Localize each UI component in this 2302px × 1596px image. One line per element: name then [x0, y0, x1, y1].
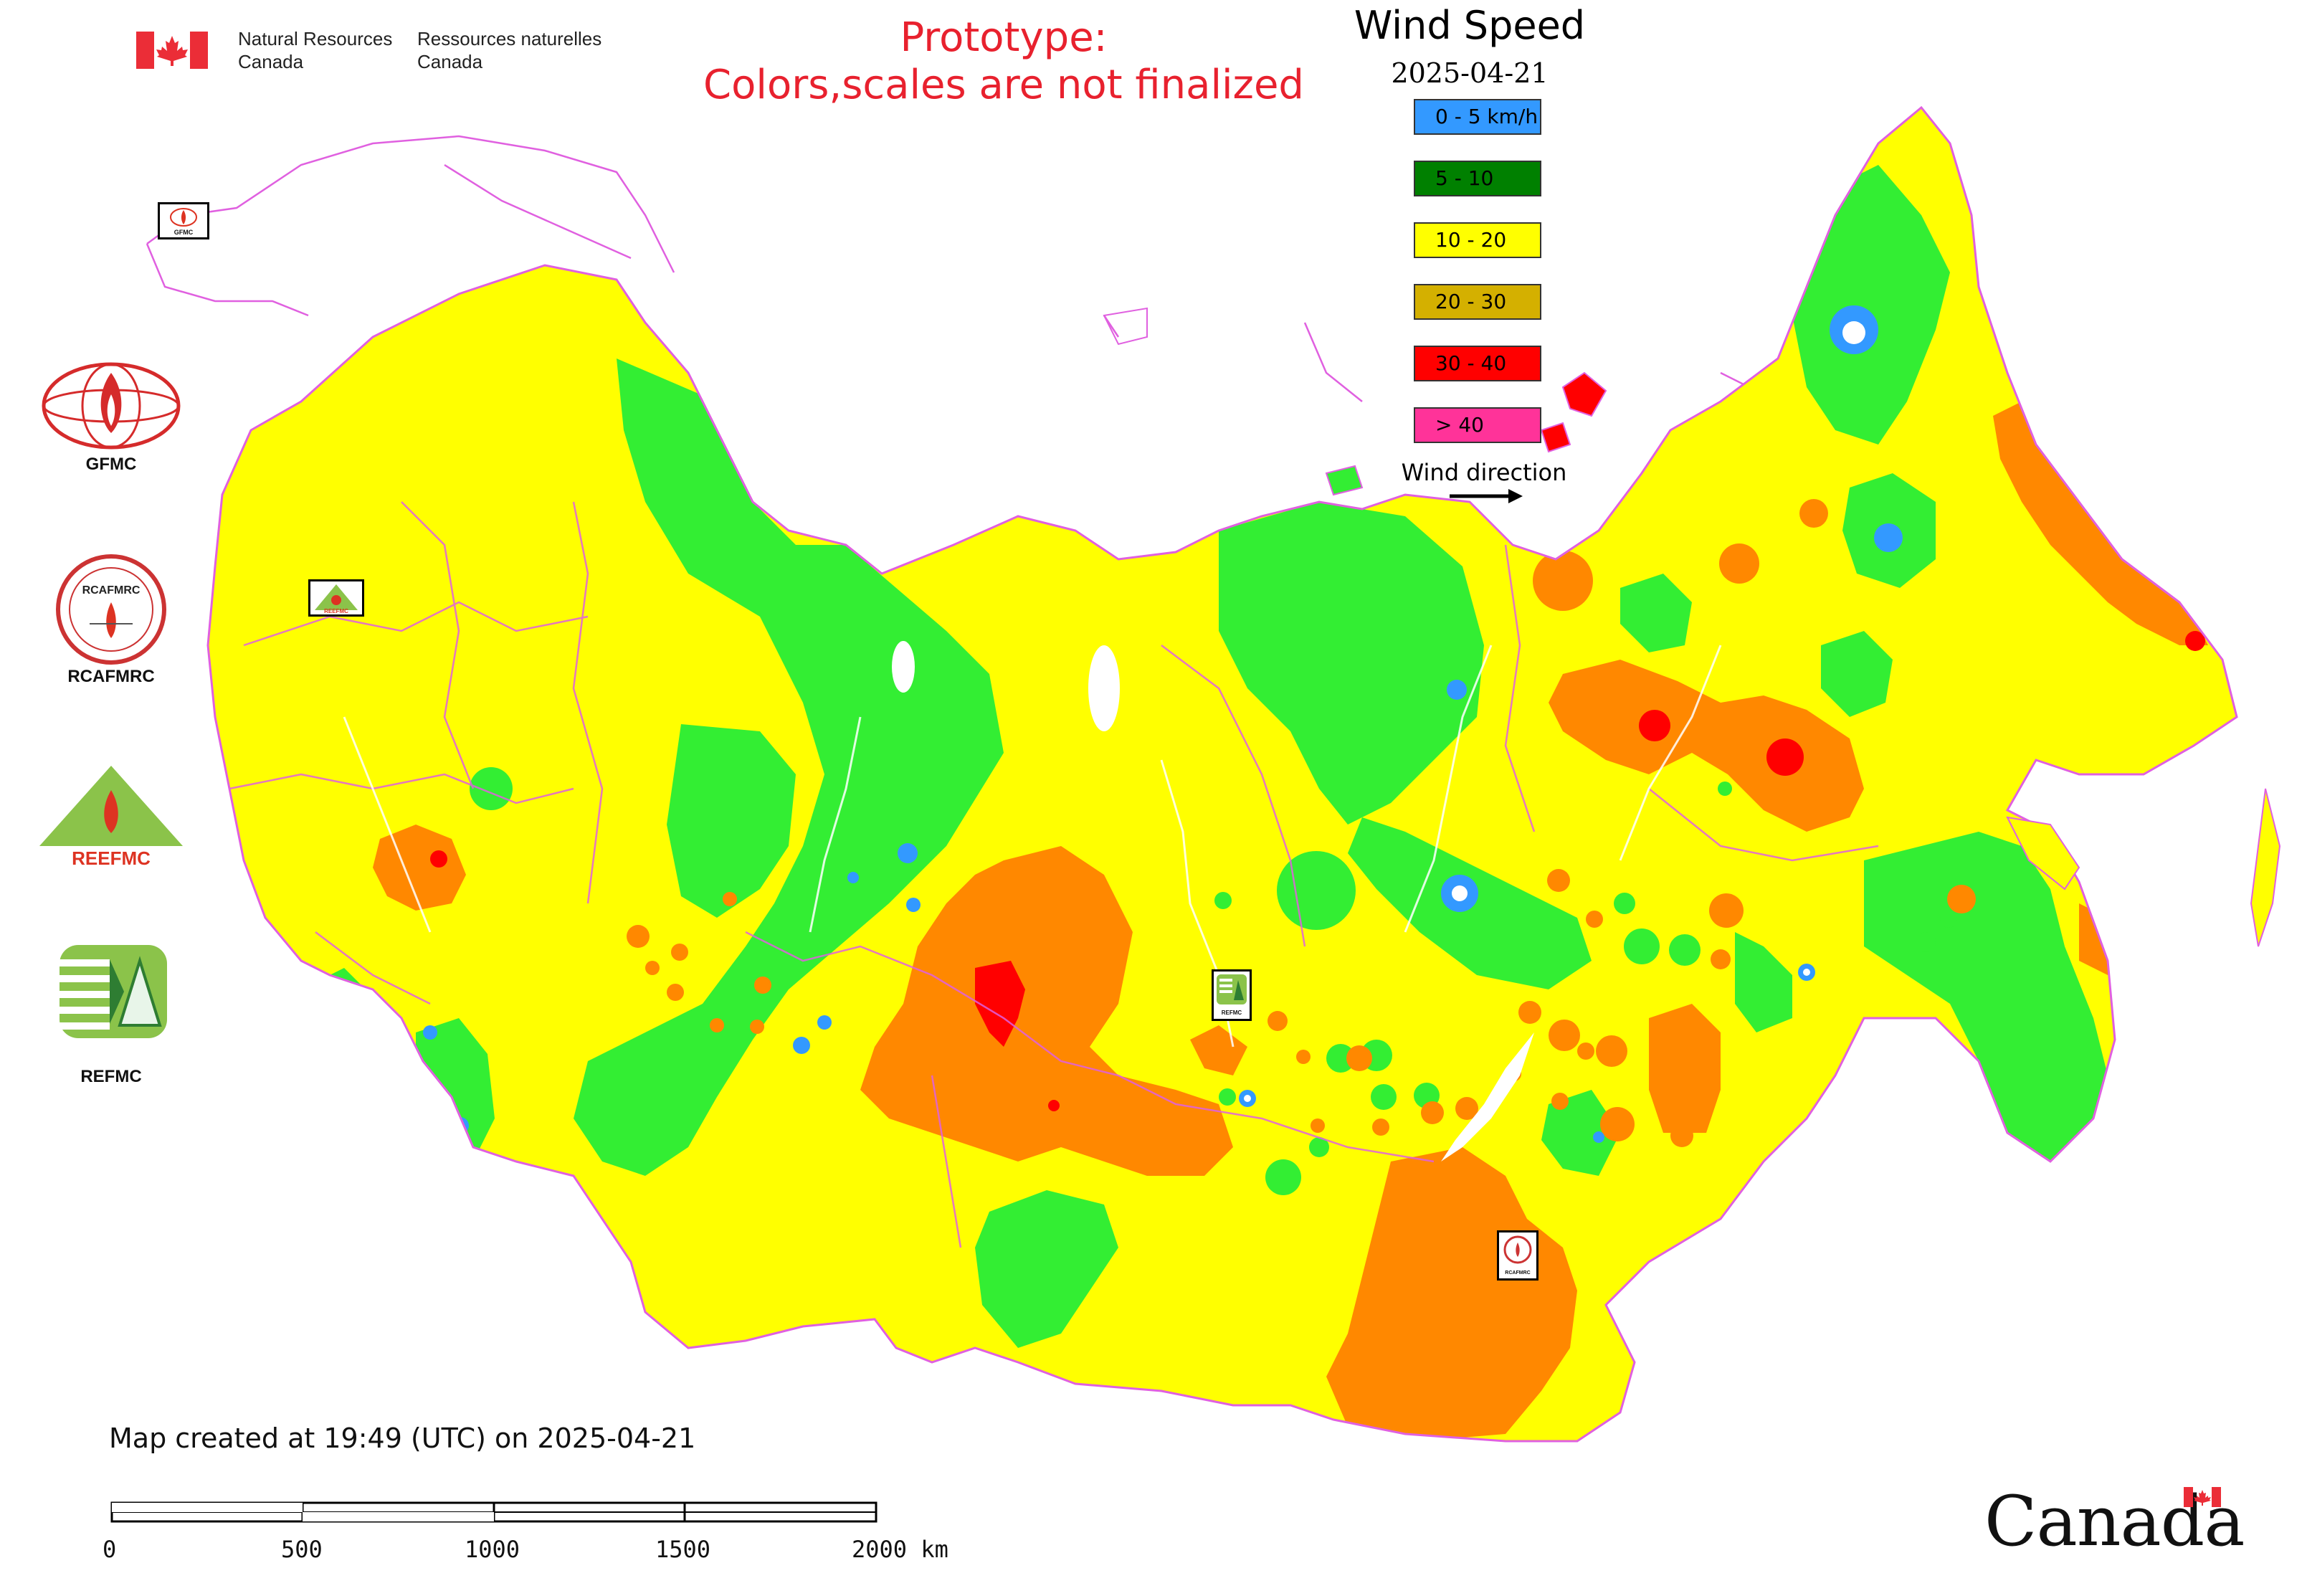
reefmc-badge-text: REEFMC	[324, 608, 348, 614]
legend-class-label: 5 - 10	[1435, 166, 1494, 190]
legend-class-label: 30 - 40	[1435, 351, 1507, 375]
refmc-logo-icon	[60, 945, 167, 1038]
country-borders	[146, 135, 1750, 402]
rcafmrc-badge-text: RCAFMRC	[1505, 1270, 1530, 1276]
scale-label-2000: 2000 km	[852, 1536, 948, 1563]
gfmc-label: GFMC	[85, 455, 137, 474]
prototype-notice: Prototype: Colors,scales are not finaliz…	[645, 14, 1362, 109]
reefmc-badge-icon: REEFMC	[315, 584, 358, 614]
refmc-logo: REFMC	[39, 939, 183, 1086]
lakes	[892, 641, 1534, 1162]
nrcan-en-line2: Canada	[238, 51, 304, 72]
reefmc-logo-icon: REEFMC	[39, 766, 183, 869]
refmc-badge-text: REFMC	[1222, 1010, 1242, 1016]
calm-spot-centers	[1244, 321, 1865, 1102]
map-badge-reefmc: REEFMC	[308, 579, 364, 617]
rcafmrc-inner-text: RCAFMRC	[82, 584, 141, 597]
reefmc-inner-text: REEFMC	[72, 847, 151, 869]
legend-class-10-20: 10 - 20	[1414, 222, 1541, 258]
legend-title: Wind Speed	[1354, 3, 1586, 48]
legend-class-30-40: 30 - 40	[1414, 346, 1541, 381]
scale-bar	[110, 1501, 877, 1523]
gfmc-logo-icon	[42, 362, 181, 450]
canada-wordmark: Canada	[1984, 1481, 2245, 1567]
wind-direction-label: Wind direction	[1401, 459, 1567, 486]
rcafmrc-label: RCAFMRC	[67, 667, 155, 686]
prototype-line2: Colors,scales are not finalized	[703, 62, 1304, 108]
refmc-label: REFMC	[80, 1067, 142, 1086]
region-borders	[229, 501, 1879, 1248]
map-created-text: Map created at 19:49 (UTC) on 2025-04-21	[109, 1422, 696, 1454]
legend-class-0-5: 0 - 5 km/h	[1414, 99, 1541, 135]
legend-date: 2025-04-21	[1391, 57, 1549, 89]
wind-zone-5-10-spots	[470, 496, 2201, 1195]
nrcan-signature: Natural Resources Canada Ressources natu…	[136, 27, 602, 77]
wind-zone-20-30-areas	[373, 402, 2208, 1441]
scale-label-500: 500	[281, 1536, 323, 1563]
rcafmrc-logo: RCAFMRC RCAFMRC	[39, 552, 183, 695]
legend-class-label: 0 - 5 km/h	[1435, 105, 1538, 128]
rcafmrc-badge-icon: RCAFMRC	[1503, 1235, 1532, 1276]
rcafmrc-logo-icon: RCAFMRC	[56, 554, 166, 665]
rivers	[343, 645, 1722, 1048]
nrcan-en-line1: Natural Resources	[238, 28, 393, 49]
gfmc-logo: GFMC	[39, 358, 183, 480]
prototype-line1: Prototype:	[900, 14, 1108, 61]
reefmc-logo: REEFMC	[32, 761, 190, 883]
canada-flag-icon	[136, 32, 208, 69]
gfmc-badge-icon: GFMC	[170, 208, 197, 236]
refmc-badge-icon: REFMC	[1217, 974, 1247, 1016]
wind-zone-20-30-spots	[627, 499, 1976, 1147]
scale-label-1500: 1500	[655, 1536, 711, 1563]
legend-class-20-30: 20 - 30	[1414, 284, 1541, 320]
wordmark-flag-icon	[2184, 1487, 2221, 1507]
nrcan-fr-line2: Canada	[417, 51, 483, 72]
gfmc-badge-text: GFMC	[174, 229, 194, 236]
legend-class-label: 10 - 20	[1435, 228, 1507, 252]
legend-class-over-40: > 40	[1414, 407, 1541, 443]
islands	[1103, 307, 2281, 947]
legend-class-5-10: 5 - 10	[1414, 161, 1541, 196]
map-badge-rcafmrc: RCAFMRC	[1497, 1230, 1538, 1281]
scale-label-0: 0	[103, 1536, 117, 1563]
nrcan-fr-line1: Ressources naturelles	[417, 28, 602, 49]
legend-class-label: > 40	[1435, 413, 1484, 437]
wind-direction-arrow-icon	[1450, 489, 1523, 503]
legend-class-label: 20 - 30	[1435, 290, 1507, 313]
wind-zone-5-10-areas	[301, 165, 2108, 1348]
scale-label-1000: 1000	[465, 1536, 520, 1563]
map-badge-refmc: REFMC	[1212, 969, 1252, 1021]
map-badge-gfmc: GFMC	[158, 202, 209, 239]
